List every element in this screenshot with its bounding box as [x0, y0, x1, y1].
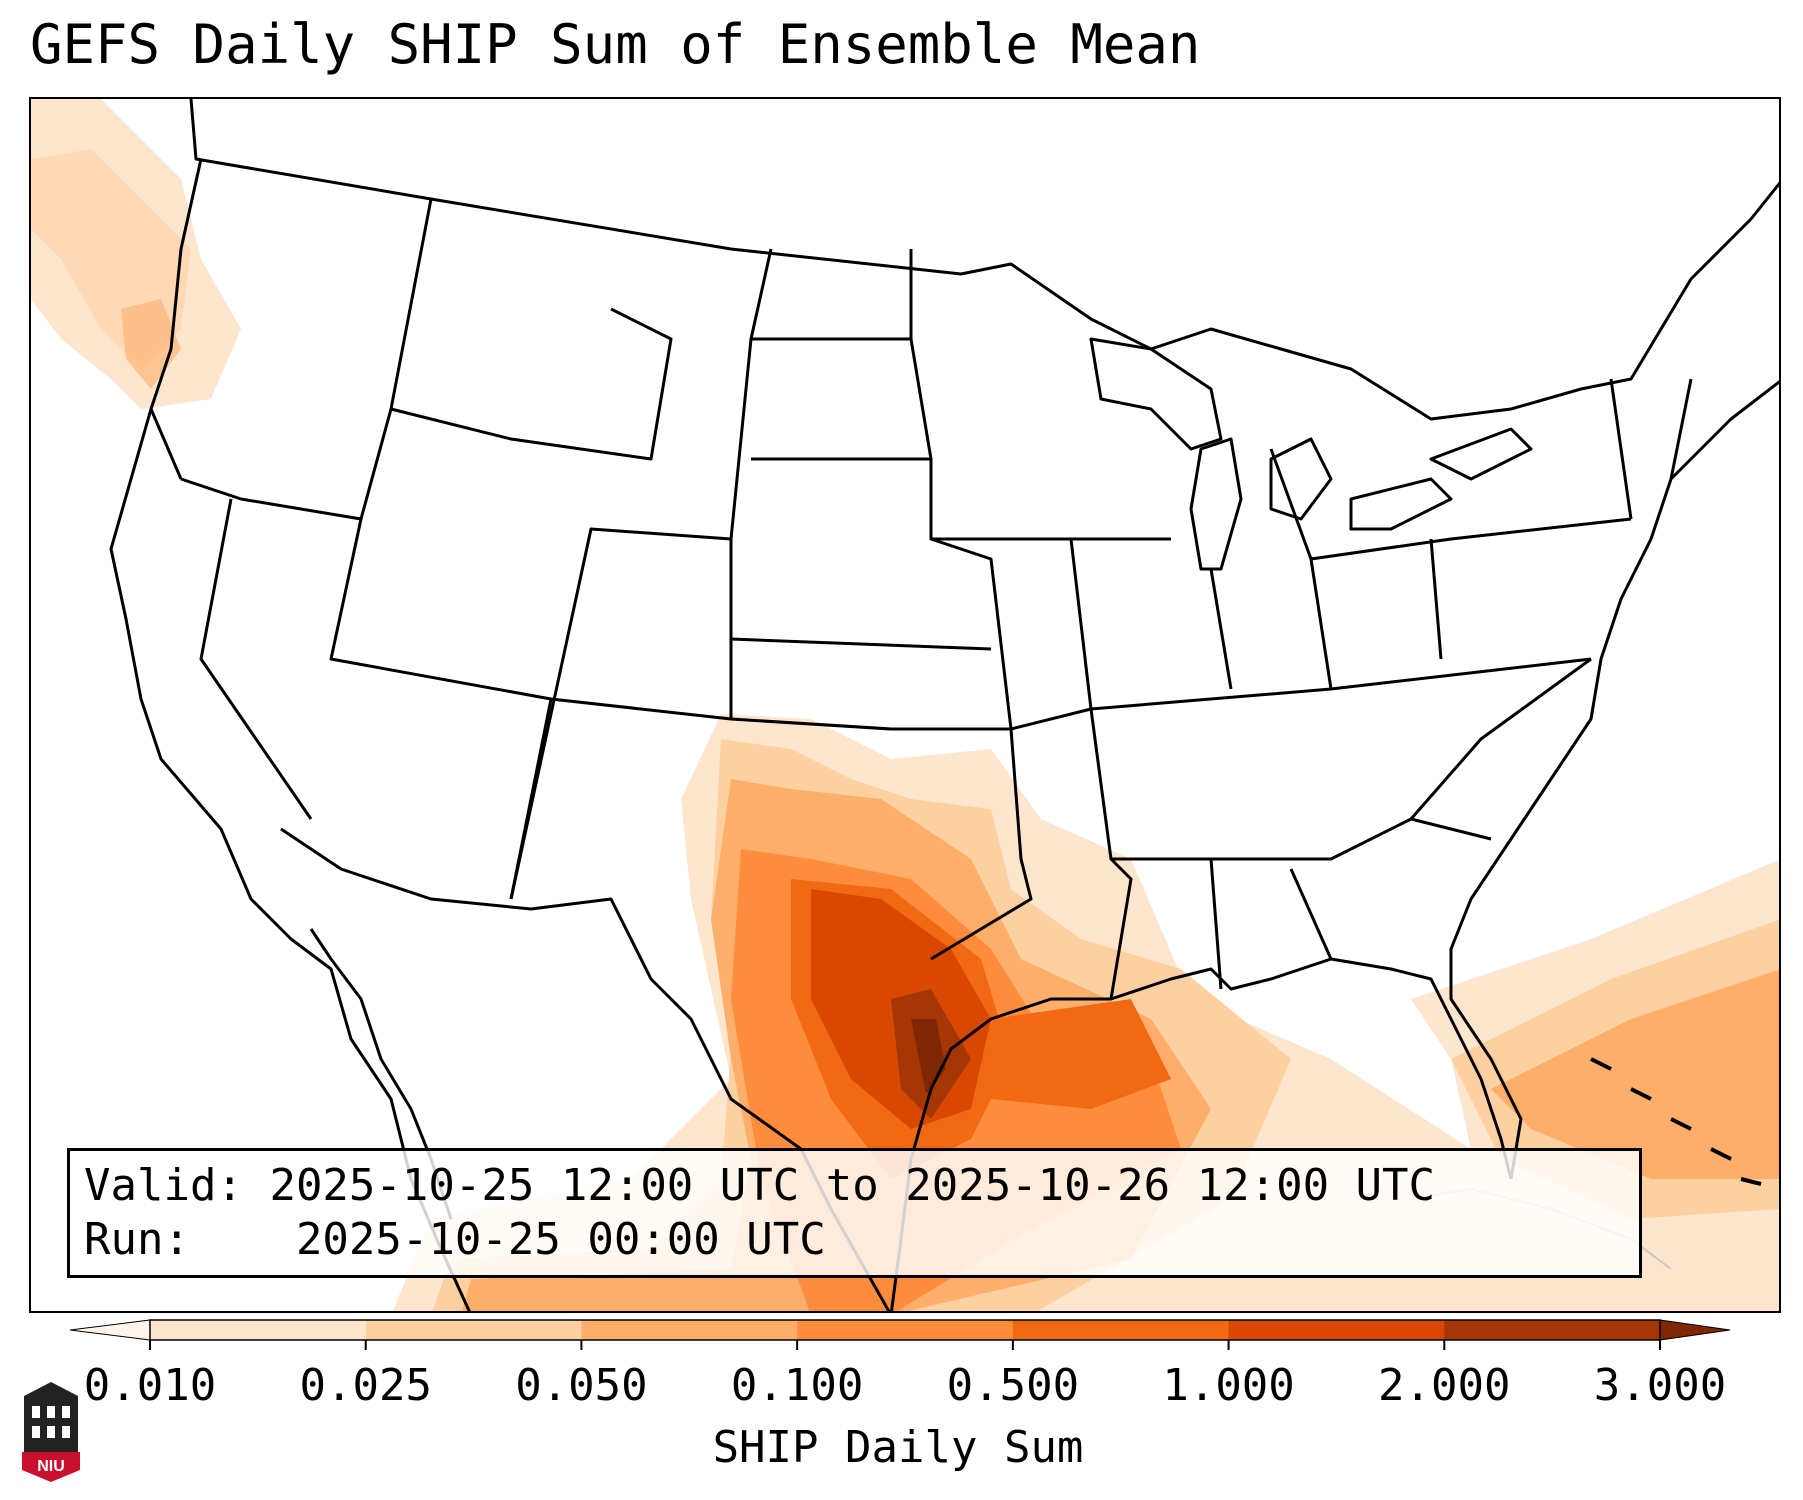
colorbar-tick-label: 0.010 — [83, 1360, 217, 1411]
run-line: Run: 2025-10-25 00:00 UTC — [84, 1213, 1625, 1267]
valid-line: Valid: 2025-10-25 12:00 UTC to 2025-10-2… — [84, 1159, 1625, 1213]
colorbar — [70, 1319, 1731, 1350]
colorbar-segments — [70, 1319, 1731, 1341]
colorbar-label: SHIP Daily Sum — [712, 1422, 1084, 1473]
colorbar-segment — [1444, 1320, 1661, 1340]
run-time: 2025-10-25 00:00 UTC — [295, 1214, 826, 1265]
valid-range: 2025-10-25 12:00 UTC to 2025-10-26 12:00… — [269, 1160, 1436, 1211]
precip-shading-pacific-nw — [31, 99, 241, 409]
colorbar-tick-label: 0.025 — [299, 1360, 432, 1411]
valid-label: Valid: — [84, 1160, 243, 1211]
niu-logo-text: NIU — [37, 1458, 65, 1475]
colorbar-extend-low — [70, 1319, 151, 1341]
colorbar-segment — [581, 1320, 798, 1340]
run-label: Run: — [84, 1214, 190, 1265]
colorbar-outline — [149, 1319, 1661, 1341]
valid-run-info-box: Valid: 2025-10-25 12:00 UTC to 2025-10-2… — [67, 1148, 1642, 1278]
colorbar-tick-label: 2.000 — [1378, 1360, 1511, 1411]
colorbar-extend-high — [1659, 1319, 1731, 1341]
colorbar-segment — [150, 1320, 367, 1340]
university-tower-icon — [24, 1382, 78, 1452]
colorbar-tick-label: 0.050 — [515, 1360, 648, 1411]
colorbar-tick-label: 0.100 — [730, 1360, 864, 1411]
map-borders — [109, 99, 1779, 1311]
colorbar-segment — [365, 1320, 582, 1340]
niu-logo: NIU — [22, 1382, 80, 1482]
colorbar-segment — [797, 1320, 1014, 1340]
page-title: GEFS Daily SHIP Sum of Ensemble Mean — [30, 13, 1201, 76]
colorbar-tick-label: 1.000 — [1162, 1360, 1295, 1411]
colorbar-segment — [1228, 1320, 1445, 1340]
colorbar-segment — [1012, 1320, 1230, 1340]
colorbar-tick-label: 0.500 — [946, 1360, 1080, 1411]
colorbar-tick-label: 3.000 — [1593, 1360, 1727, 1411]
colorbar-ticks — [149, 1340, 1661, 1350]
map-frame: Valid: 2025-10-25 12:00 UTC to 2025-10-2… — [29, 97, 1781, 1313]
map-canvas — [31, 99, 1779, 1311]
